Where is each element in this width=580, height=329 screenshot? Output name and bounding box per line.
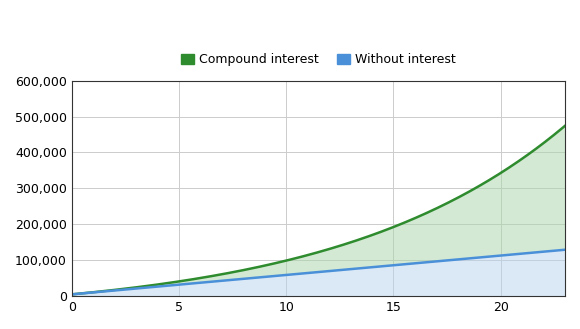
Compound interest	[303, 254, 310, 258]
Compound interest	[561, 124, 568, 128]
Compound interest	[68, 292, 75, 296]
Without interest	[335, 268, 342, 272]
Compound interest	[550, 134, 557, 138]
Without interest	[303, 271, 310, 275]
Compound interest	[306, 253, 313, 257]
Legend: Compound interest, Without interest: Compound interest, Without interest	[176, 48, 461, 71]
Without interest	[362, 266, 369, 270]
Line: Compound interest: Compound interest	[72, 126, 565, 294]
Without interest	[306, 271, 313, 275]
Compound interest	[473, 186, 480, 190]
Without interest	[473, 256, 480, 260]
Without interest	[550, 249, 557, 253]
Line: Without interest: Without interest	[72, 250, 565, 294]
Compound interest	[362, 236, 369, 240]
Without interest	[68, 292, 75, 296]
Compound interest	[335, 244, 342, 248]
Without interest	[561, 248, 568, 252]
